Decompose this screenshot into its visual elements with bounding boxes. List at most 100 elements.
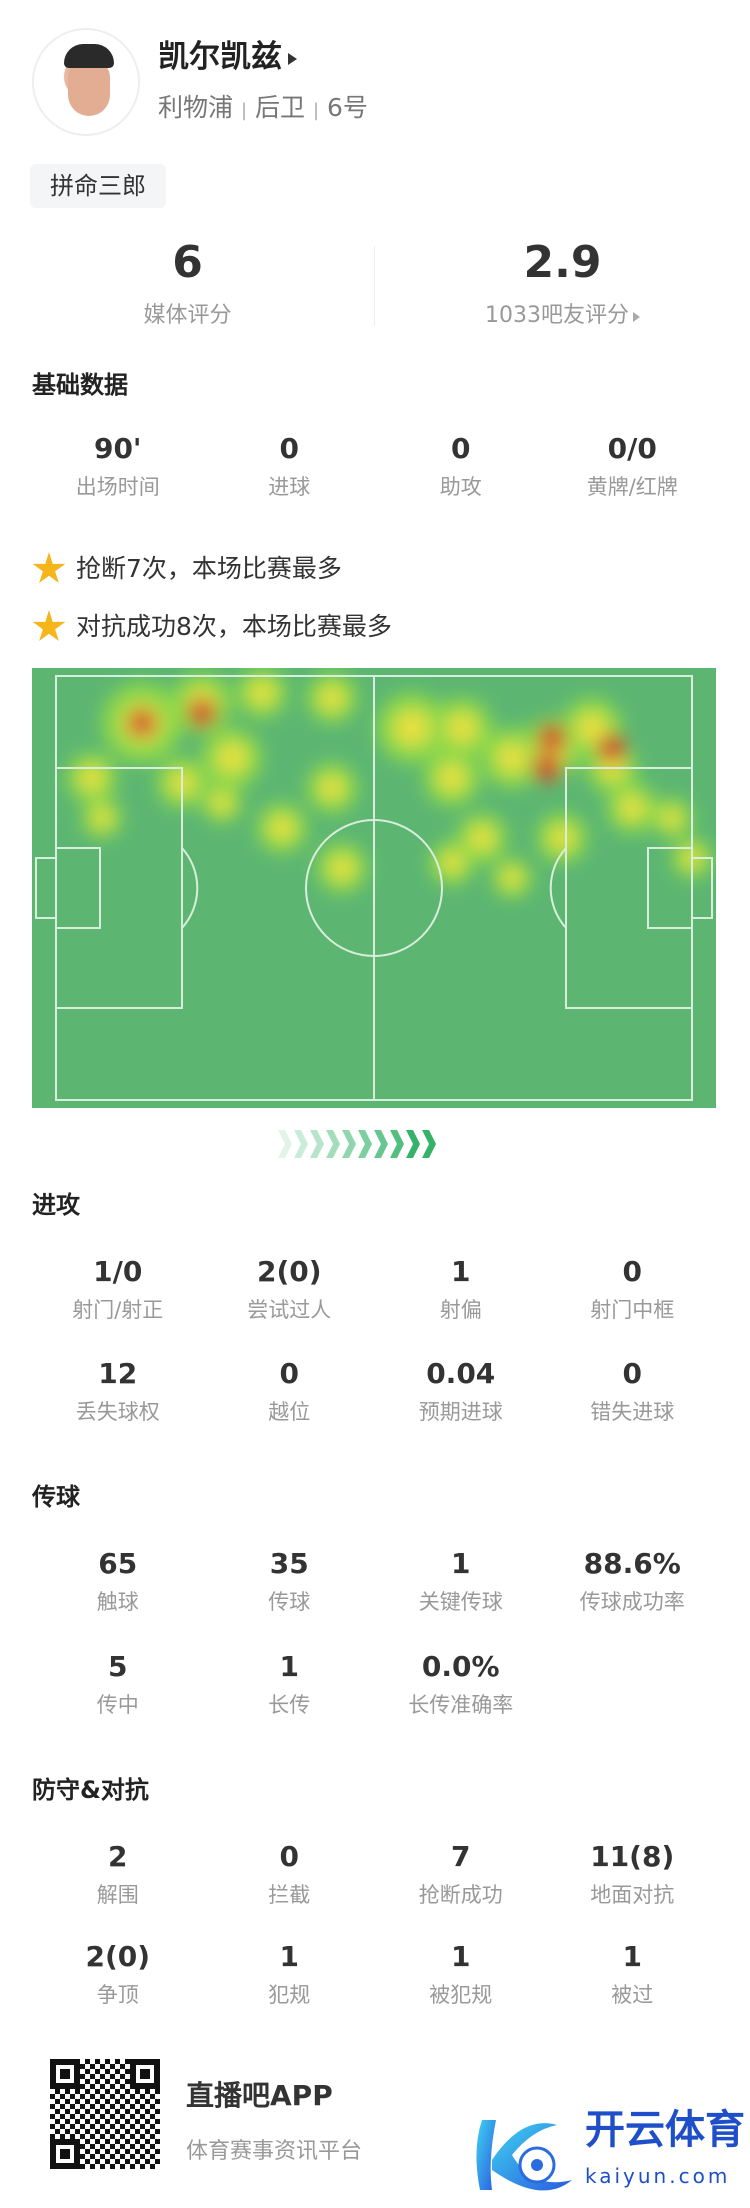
stat-label: 出场时间 (75, 475, 160, 499)
stat-item: 0.04 预期进球 (375, 1357, 547, 1425)
stat-value: 1 (451, 1940, 471, 1973)
stat-label: 被过 (611, 1983, 654, 2007)
stat-value: 35 (269, 1547, 309, 1580)
stat-label: 触球 (96, 1590, 139, 1614)
stat-item: 2(0) 尝试过人 (204, 1255, 376, 1323)
heat-blob-hot (128, 709, 156, 737)
stat-label: 越位 (268, 1400, 311, 1424)
stat-label: 预期进球 (418, 1400, 503, 1424)
stat-item: 2(0) 争顶 (32, 1940, 204, 2008)
highlight-item: 抢断7次，本场比赛最多 (32, 552, 342, 586)
stat-label: 助攻 (439, 475, 482, 499)
stat-value: 1 (279, 1940, 299, 1973)
stat-value: 0 (279, 432, 299, 465)
player-name-link[interactable]: 凯尔凯兹 (158, 38, 297, 76)
defense-row: 2 解围 0 拦截 7 抢断成功 11(8) 地面对抗 (0, 1840, 750, 1908)
stat-item: 1 射偏 (375, 1255, 547, 1323)
stat-label: 地面对抗 (590, 1883, 675, 1907)
player-meta: 利物浦 | 后卫 | 6号 (158, 93, 368, 122)
stat-value: 2(0) (85, 1940, 151, 1973)
stat-label: 抢断成功 (418, 1883, 503, 1907)
play-arrow-icon (633, 312, 640, 322)
heat-blob (447, 713, 477, 743)
heatmap-pitch (32, 668, 716, 1108)
media-rating: 6 媒体评分 (143, 237, 232, 328)
stat-label: 犯规 (268, 1983, 311, 2007)
heat-blob (469, 825, 495, 851)
stat-item: 12 丢失球权 (32, 1357, 204, 1425)
heat-blob (217, 743, 247, 773)
stat-value: 1 (622, 1940, 642, 1973)
heat-blob (497, 743, 527, 773)
star-icon (32, 552, 66, 583)
heat-blob (319, 775, 345, 801)
heat-blob (212, 793, 232, 813)
stat-label: 错失进球 (590, 1400, 675, 1424)
highlight-item: 对抗成功8次，本场比赛最多 (32, 610, 392, 644)
heat-blob (438, 764, 466, 792)
stat-label: 拦截 (268, 1883, 311, 1907)
fan-rating[interactable]: 2.9 1033吧友评分 (375, 236, 750, 330)
stat-label: 传球成功率 (579, 1590, 685, 1614)
stat-value: 0/0 (607, 432, 657, 465)
stat-label: 争顶 (96, 1983, 139, 2007)
stat-value: 0 (451, 432, 471, 465)
stat-label: 射门/射正 (72, 1298, 164, 1322)
stat-item: 1 被过 (547, 1940, 719, 2008)
stat-value: 1 (279, 1650, 299, 1683)
stat-item: 1 犯规 (204, 1940, 376, 2008)
stat-value: 0.04 (426, 1357, 496, 1390)
stat-label: 传球 (268, 1590, 311, 1614)
app-subtitle: 体育赛事资讯平台 (186, 2139, 363, 2164)
stat-item: 0.0% 长传准确率 (375, 1650, 547, 1718)
attack-row: 1/0 射门/射正 2(0) 尝试过人 1 射偏 0 射门中框 (0, 1255, 750, 1323)
brand-domain: kaiyun.com (585, 2164, 731, 2188)
pitch-lines (35, 675, 713, 1101)
basic-stats: 90' 出场时间 0 进球 0 助攻 0/0 黄牌/红牌 (0, 432, 750, 500)
divider (374, 246, 375, 326)
stat-item: 65 触球 (32, 1547, 204, 1615)
stat-label: 被犯规 (429, 1983, 493, 2007)
section-title-passing: 传球 (32, 1483, 80, 1511)
star-icon (32, 610, 66, 641)
section-title-defense: 防守&对抗 (32, 1776, 149, 1804)
stat-value: 90' (93, 432, 142, 465)
heat-blob (549, 825, 575, 851)
stat-item: 7 抢断成功 (375, 1840, 547, 1908)
stat-item: 11(8) 地面对抗 (547, 1840, 719, 1908)
stat-item: 0/0 黄牌/红牌 (547, 432, 719, 500)
stat-value: 0 (279, 1840, 299, 1873)
heat-blob-hot (598, 734, 626, 762)
stat-item: 1/0 射门/射正 (32, 1255, 204, 1323)
kaiyun-logo-icon (476, 2120, 572, 2191)
stat-item: 88.6% 传球成功率 (547, 1547, 719, 1615)
stat-label: 长传 (268, 1693, 311, 1717)
stat-value: 0 (622, 1357, 642, 1390)
passing-row: 5 传中 1 长传 0.0% 长传准确率 (0, 1650, 750, 1718)
stat-item: 90' 出场时间 (32, 432, 204, 500)
stat-item: 0 进球 (204, 432, 376, 500)
heat-blob (319, 685, 345, 711)
heat-blob-hot (533, 754, 561, 782)
heat-blob (329, 855, 355, 881)
app-name: 直播吧APP (186, 2079, 333, 2112)
stat-label: 传中 (96, 1693, 139, 1717)
stat-label: 黄牌/红牌 (586, 475, 678, 499)
section-title-basic: 基础数据 (32, 371, 128, 399)
heat-blob (619, 795, 645, 821)
stat-value: 88.6% (583, 1547, 681, 1580)
stat-label: 关键传球 (418, 1590, 503, 1614)
qr-code (46, 2055, 164, 2173)
heat-blob (502, 868, 522, 888)
heat-blob-hot (188, 699, 216, 727)
stat-value: 0 (279, 1357, 299, 1390)
heat-blob (394, 710, 430, 746)
heat-blob (79, 765, 105, 791)
heat-blob-hot (538, 724, 566, 752)
stat-label: 尝试过人 (247, 1298, 332, 1322)
stat-item: 0 越位 (204, 1357, 376, 1425)
heat-blob (577, 713, 607, 743)
stat-value: 1/0 (93, 1255, 143, 1288)
stat-item: 1 被犯规 (375, 1940, 547, 2008)
stat-value: 7 (451, 1840, 471, 1873)
